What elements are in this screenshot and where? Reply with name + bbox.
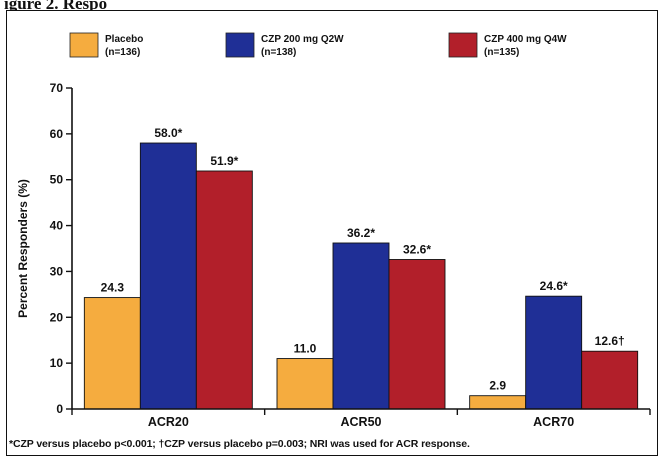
data-label: 58.0* (154, 126, 182, 140)
bar (83, 297, 141, 410)
bar (388, 259, 446, 410)
bar (469, 395, 527, 410)
data-label: 2.9 (489, 379, 506, 393)
x-axis: ACR20 ACR50 ACR70 (71, 408, 651, 429)
legend-swatch (69, 32, 99, 58)
legend-label: Placebo (105, 34, 143, 45)
legend-sublabel: (n=135) (484, 47, 519, 58)
x-tick-label: ACR20 (148, 415, 189, 429)
figure-caption: igure 2. Respo (4, 0, 108, 13)
legend: Placebo (n=136) CZP 200 mg Q2W (n=138) CZP 4… (69, 32, 567, 58)
data-label: 32.6* (403, 243, 431, 257)
data-label: 12.6† (595, 334, 625, 348)
bar (581, 350, 639, 410)
data-label: 11.0 (294, 342, 317, 356)
y-tick-label: 20 (50, 310, 64, 324)
bars (83, 142, 639, 410)
y-tick-label: 10 (50, 356, 64, 370)
y-axis: 0 10 20 30 40 50 60 70 Percent Responders (%) (16, 81, 73, 416)
bar (332, 242, 390, 410)
data-label: 36.2* (347, 226, 375, 240)
x-tick-label: ACR50 (341, 415, 382, 429)
legend-label: CZP 200 mg Q2W (261, 34, 344, 45)
data-label: 24.6* (540, 279, 568, 293)
legend-label: CZP 400 mg Q4W (484, 34, 567, 45)
y-tick-label: 30 (50, 264, 64, 278)
legend-swatch (448, 32, 478, 58)
data-label: 51.9* (210, 154, 238, 168)
y-tick-label: 0 (56, 402, 63, 416)
footnote: *CZP versus placebo p<0.001; †CZP versus… (9, 438, 470, 450)
bar (276, 358, 334, 410)
y-tick-label: 40 (50, 219, 64, 233)
legend-swatch (225, 32, 255, 58)
x-tick-label: ACR70 (533, 415, 574, 429)
legend-sublabel: (n=138) (261, 47, 296, 58)
y-tick-label: 50 (50, 173, 64, 187)
y-axis-title: Percent Responders (%) (16, 179, 30, 318)
y-tick-label: 60 (50, 127, 64, 141)
legend-sublabel: (n=136) (105, 47, 140, 58)
bar (195, 170, 253, 410)
bar (525, 295, 583, 410)
data-labels: 24.3 58.0* 51.9* 11.0 36.2* 32.6* 2.9 24.6* 12.6… (101, 126, 625, 393)
bar (139, 142, 197, 410)
data-label: 24.3 (101, 281, 125, 295)
y-tick-label: 70 (50, 81, 64, 95)
